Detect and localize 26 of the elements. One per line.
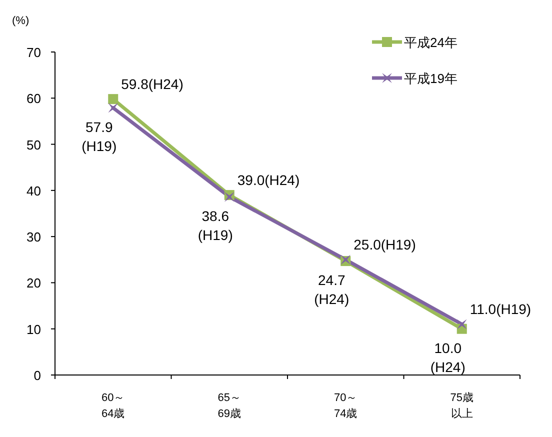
y-tick-label: 0 — [34, 368, 41, 383]
data-label: 39.0(H24) — [237, 172, 300, 188]
y-tick-label: 50 — [26, 137, 41, 152]
data-label: 59.8(H24) — [121, 76, 184, 92]
data-label: 10.0 (H24) — [430, 340, 466, 375]
x-tick-label: 75歳以上 — [450, 391, 474, 420]
legend-label: 平成19年 — [404, 71, 458, 86]
y-tick-label: 10 — [26, 322, 41, 337]
data-label: 11.0(H19) — [470, 301, 532, 318]
point — [456, 319, 467, 330]
y-axis-title: (%) — [12, 15, 30, 27]
data-label: 57.9 (H19) — [82, 118, 117, 154]
y-tick-label: 40 — [26, 183, 41, 198]
y-tick-label: 70 — [26, 45, 41, 60]
x-tick-label: 70～74歳 — [334, 392, 358, 420]
data-label: 25.0(H19) — [354, 236, 416, 253]
x-tick-label: 60～64歳 — [102, 392, 125, 420]
point — [108, 102, 118, 113]
y-tick-label: 30 — [26, 230, 41, 245]
data-label: 24.7 (H24) — [314, 272, 350, 308]
point — [108, 94, 118, 104]
y-tick-label: 20 — [26, 276, 41, 291]
data-label: 38.6 (H19) — [198, 208, 233, 243]
y-tick-label: 60 — [26, 91, 41, 106]
x-tick-label: 65～69歳 — [218, 392, 241, 420]
legend-label: 平成24年 — [404, 35, 458, 50]
